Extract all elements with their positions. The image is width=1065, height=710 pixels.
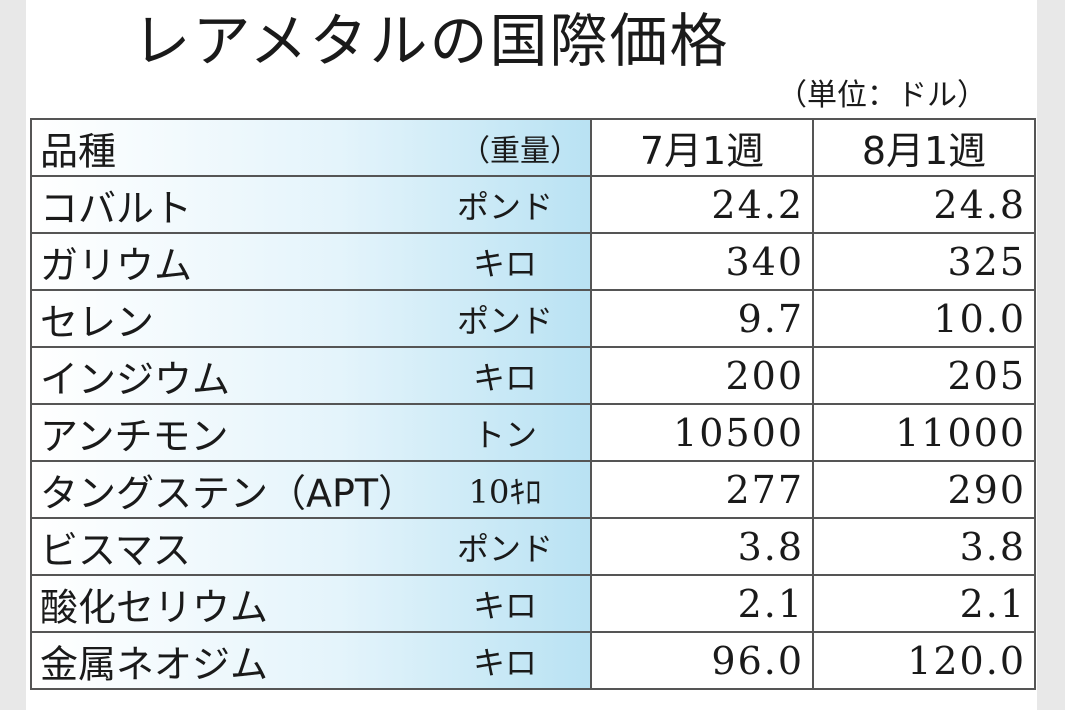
price-august: 3.8 (812, 517, 1036, 576)
table-row: タングステン（APT） 10ｷﾛ 277 290 (30, 460, 1036, 519)
price-august: 2.1 (812, 574, 1036, 633)
item-cell: ガリウム キロ (30, 232, 592, 291)
item-name: 金属ネオジム (40, 642, 269, 686)
item-cell: 酸化セリウム キロ (30, 574, 592, 633)
unit-note: （単位：ドル） (777, 78, 987, 113)
item-name: コバルト (40, 186, 193, 230)
price-july: 96.0 (590, 631, 814, 690)
price-august: 11000 (812, 403, 1036, 462)
price-july: 2.1 (590, 574, 814, 633)
table-row: セレン ポンド 9.7 10.0 (30, 289, 1036, 348)
table-header-row: 品種 （重量） 7月1週 8月1週 (30, 118, 1036, 177)
item-name: ガリウム (40, 243, 193, 287)
item-unit: 10ｷﾛ (468, 472, 542, 511)
price-july: 10500 (590, 403, 814, 462)
price-august: 10.0 (812, 289, 1036, 348)
item-unit: ポンド (456, 301, 553, 340)
item-cell: インジウム キロ (30, 346, 592, 405)
price-july: 9.7 (590, 289, 814, 348)
document-sheet: レアメタルの国際価格 （単位：ドル） 品種 （重量） 7月1週 8月1週 コバル… (26, 0, 1037, 710)
item-name: セレン (40, 300, 155, 344)
price-july: 340 (590, 232, 814, 291)
item-unit: キロ (472, 358, 537, 397)
price-august: 120.0 (812, 631, 1036, 690)
price-july: 200 (590, 346, 814, 405)
table-row: ビスマス ポンド 3.8 3.8 (30, 517, 1036, 576)
header-col-august: 8月1週 (812, 118, 1036, 177)
table-row: 金属ネオジム キロ 96.0 120.0 (30, 631, 1036, 690)
item-unit: ポンド (456, 187, 553, 226)
item-cell: ビスマス ポンド (30, 517, 592, 576)
item-unit: トン (472, 415, 537, 454)
header-item-label: 品種 (40, 129, 117, 173)
table-row: インジウム キロ 200 205 (30, 346, 1036, 405)
header-weight-label: （重量） (460, 133, 580, 169)
table-row: ガリウム キロ 340 325 (30, 232, 1036, 291)
item-cell: セレン ポンド (30, 289, 592, 348)
price-july: 277 (590, 460, 814, 519)
table-row: コバルト ポンド 24.2 24.8 (30, 175, 1036, 234)
price-table: 品種 （重量） 7月1週 8月1週 コバルト ポンド 24.2 24.8 ガリウム キロ 3… (30, 118, 1036, 690)
table-row: 酸化セリウム キロ 2.1 2.1 (30, 574, 1036, 633)
item-unit: キロ (472, 244, 537, 283)
price-august: 290 (812, 460, 1036, 519)
item-unit: ポンド (456, 529, 553, 568)
item-name: 酸化セリウム (40, 585, 269, 629)
item-unit: キロ (472, 586, 537, 625)
item-cell: 金属ネオジム キロ (30, 631, 592, 690)
item-name: ビスマス (40, 528, 191, 572)
price-july: 3.8 (590, 517, 814, 576)
price-august: 325 (812, 232, 1036, 291)
item-cell: アンチモン トン (30, 403, 592, 462)
item-name: インジウム (40, 357, 231, 401)
item-unit: キロ (472, 643, 537, 682)
header-item-cell: 品種 （重量） (30, 118, 592, 177)
price-july: 24.2 (590, 175, 814, 234)
item-name: アンチモン (40, 414, 229, 458)
price-august: 24.8 (812, 175, 1036, 234)
price-august: 205 (812, 346, 1036, 405)
page-title: レアメタルの国際価格 (132, 7, 730, 75)
item-cell: タングステン（APT） 10ｷﾛ (30, 460, 592, 519)
table-row: アンチモン トン 10500 11000 (30, 403, 1036, 462)
header-col-july: 7月1週 (590, 118, 814, 177)
item-cell: コバルト ポンド (30, 175, 592, 234)
item-name: タングステン（APT） (40, 471, 417, 515)
